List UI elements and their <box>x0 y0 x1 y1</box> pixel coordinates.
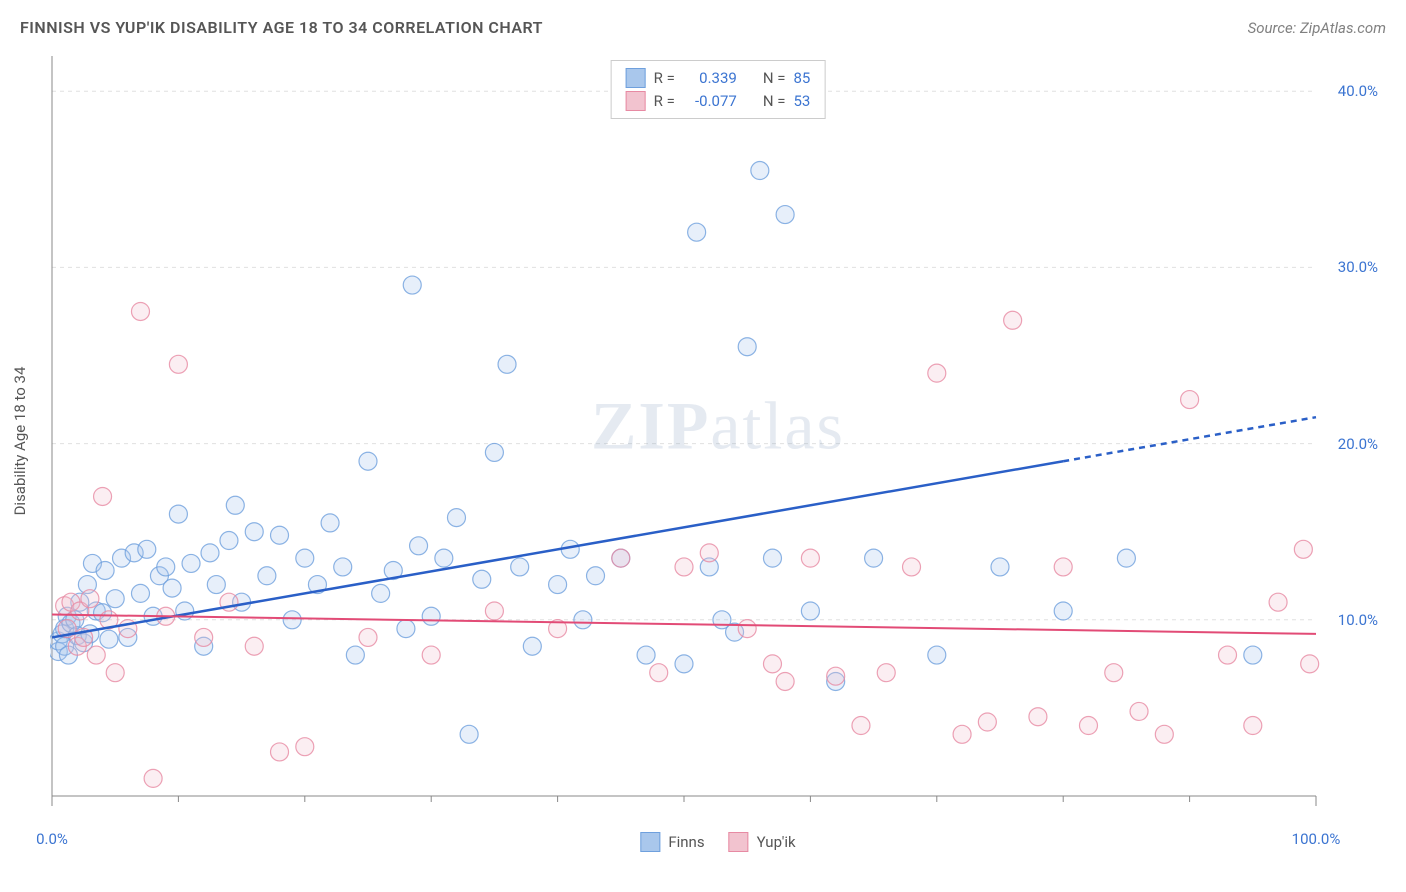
title-bar: FINNISH VS YUP'IK DISABILITY AGE 18 TO 3… <box>20 18 1386 37</box>
swatch-yupik <box>626 91 646 111</box>
x-tick-label: 0.0% <box>36 830 68 848</box>
series-legend: Finns Yup'ik <box>640 832 795 852</box>
n-value-yupik: 53 <box>793 90 810 113</box>
r-label: R = <box>654 67 675 90</box>
y-tick-label: 10.0% <box>1338 611 1378 629</box>
source-attribution: Source: ZipAtlas.com <box>1248 19 1386 37</box>
legend-label: Yup'ik <box>757 833 796 851</box>
y-tick-label: 20.0% <box>1338 435 1378 453</box>
chart-area: Disability Age 18 to 34 R = 0.339 N = 85… <box>50 56 1386 826</box>
n-label: N = <box>763 90 786 113</box>
correlation-legend: R = 0.339 N = 85 R = -0.077 N = 53 <box>611 60 826 119</box>
r-label: R = <box>654 90 675 113</box>
legend-label: Finns <box>668 833 704 851</box>
scatter-plot <box>50 56 1386 826</box>
n-value-finns: 85 <box>793 67 810 90</box>
swatch-yupik <box>729 832 749 852</box>
x-tick-label: 100.0% <box>1292 830 1341 848</box>
legend-row: R = 0.339 N = 85 <box>626 67 811 90</box>
y-tick-label: 30.0% <box>1338 258 1378 276</box>
legend-item-yupik: Yup'ik <box>729 832 796 852</box>
swatch-finns <box>626 68 646 88</box>
swatch-finns <box>640 832 660 852</box>
r-value-yupik: -0.077 <box>683 90 737 113</box>
legend-row: R = -0.077 N = 53 <box>626 90 811 113</box>
r-value-finns: 0.339 <box>683 67 737 90</box>
chart-title: FINNISH VS YUP'IK DISABILITY AGE 18 TO 3… <box>20 18 543 37</box>
legend-item-finns: Finns <box>640 832 704 852</box>
n-label: N = <box>763 67 786 90</box>
y-axis-label: Disability Age 18 to 34 <box>11 367 29 516</box>
y-tick-label: 40.0% <box>1338 82 1378 100</box>
